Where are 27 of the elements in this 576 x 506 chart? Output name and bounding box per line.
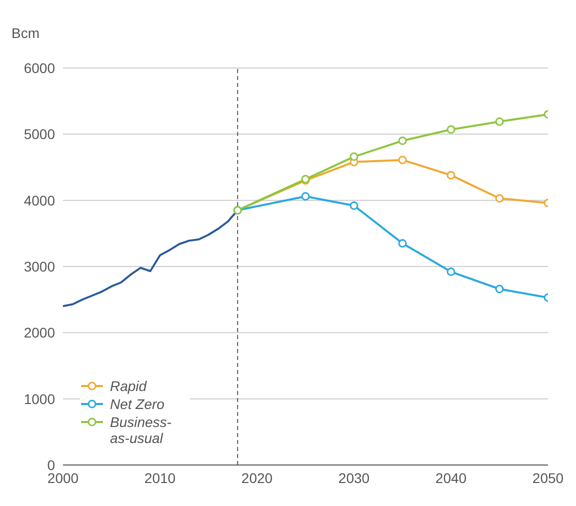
point [495,194,504,203]
legend-label: Business-as-usual [110,414,172,446]
x-tick-label: 2040 [435,470,467,486]
point [495,117,504,126]
point [301,192,310,201]
point [398,156,407,164]
point [446,268,456,276]
y-tick-label: 5000 [24,126,56,142]
y-tick-label: 4000 [24,192,56,208]
legend-label: Net Zero [110,396,166,412]
point [350,152,358,161]
point [495,284,504,294]
x-tick-label: 2050 [532,470,564,486]
legend-label: Rapid [110,378,148,394]
point [350,201,358,210]
x-tick-label: 2020 [241,470,273,486]
x-tick-label: 2010 [144,470,176,486]
point [398,136,407,146]
point [446,170,456,180]
point [446,125,456,134]
x-tick-label: 2030 [338,470,370,486]
point [398,239,407,248]
y-axis-title: Bcm [12,25,40,41]
y-tick-label: 2000 [24,324,56,341]
y-tick-label: 1000 [24,390,56,407]
y-tick-label: 6000 [24,60,56,76]
y-tick-label: 3000 [24,258,56,274]
